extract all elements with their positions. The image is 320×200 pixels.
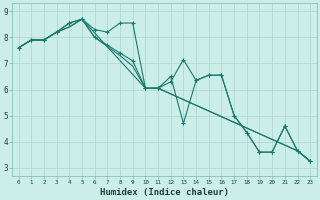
X-axis label: Humidex (Indice chaleur): Humidex (Indice chaleur)	[100, 188, 229, 197]
